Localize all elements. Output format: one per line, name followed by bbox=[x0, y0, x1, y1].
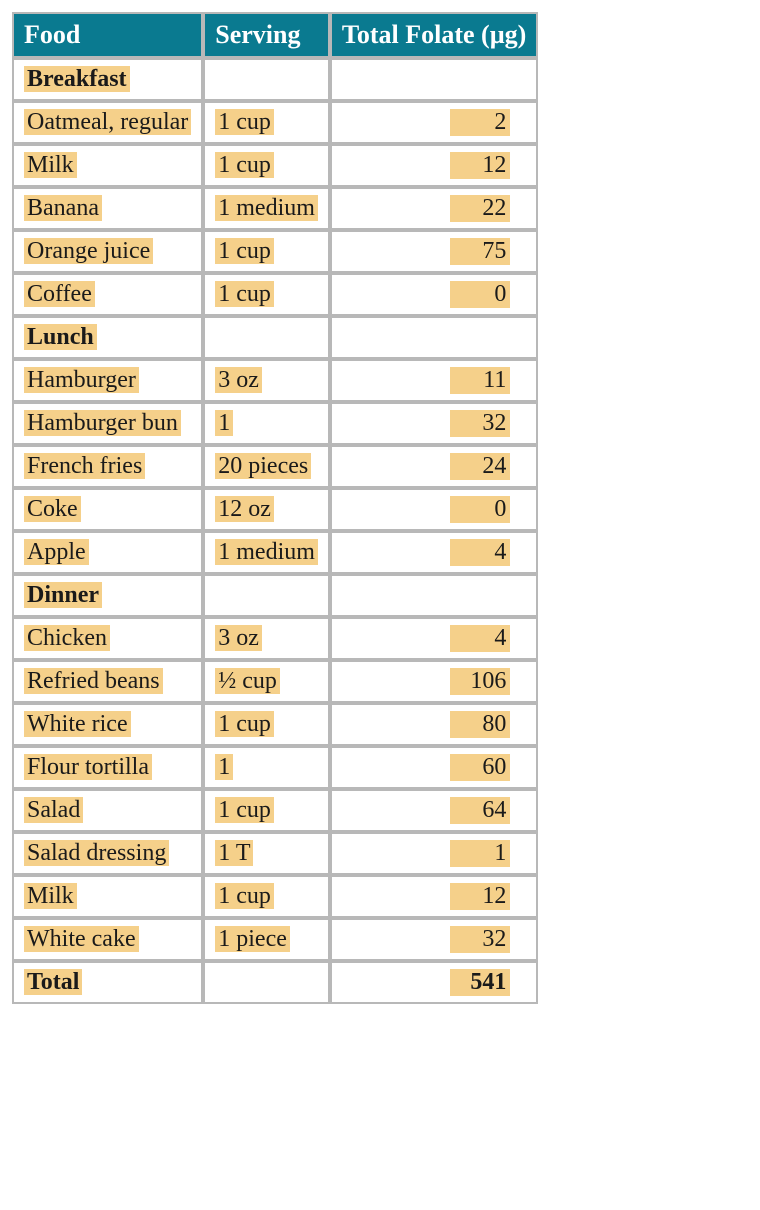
cell-folate: 24 bbox=[330, 445, 538, 488]
cell-serving: 1 medium bbox=[203, 531, 330, 574]
cell-food: Oatmeal, regular bbox=[12, 101, 203, 144]
cell-folate: 75 bbox=[330, 230, 538, 273]
table-row: Hamburger3 oz11 bbox=[12, 359, 538, 402]
cell-serving: 1 cup bbox=[203, 789, 330, 832]
cell-serving: 1 cup bbox=[203, 875, 330, 918]
col-food: Food bbox=[12, 12, 203, 58]
cell-serving: 1 cup bbox=[203, 230, 330, 273]
cell-serving bbox=[203, 574, 330, 617]
cell-serving: 20 pieces bbox=[203, 445, 330, 488]
cell-serving: 3 oz bbox=[203, 359, 330, 402]
cell-folate: 80 bbox=[330, 703, 538, 746]
cell-folate: 12 bbox=[330, 875, 538, 918]
cell-food: Orange juice bbox=[12, 230, 203, 273]
cell-folate: 60 bbox=[330, 746, 538, 789]
cell-folate: 4 bbox=[330, 531, 538, 574]
cell-folate: 32 bbox=[330, 918, 538, 961]
cell-folate: 2 bbox=[330, 101, 538, 144]
cell-folate: 22 bbox=[330, 187, 538, 230]
cell-food: White cake bbox=[12, 918, 203, 961]
table-row: White cake1 piece32 bbox=[12, 918, 538, 961]
table-row: Breakfast bbox=[12, 58, 538, 101]
table-row: Banana1 medium22 bbox=[12, 187, 538, 230]
cell-folate: 32 bbox=[330, 402, 538, 445]
table-row: Apple1 medium4 bbox=[12, 531, 538, 574]
cell-folate: 4 bbox=[330, 617, 538, 660]
cell-folate: 1 bbox=[330, 832, 538, 875]
cell-serving: ½ cup bbox=[203, 660, 330, 703]
cell-serving: 3 oz bbox=[203, 617, 330, 660]
table-row: Oatmeal, regular1 cup2 bbox=[12, 101, 538, 144]
cell-food: Flour tortilla bbox=[12, 746, 203, 789]
table-row: Salad dressing1 T1 bbox=[12, 832, 538, 875]
cell-folate: 0 bbox=[330, 488, 538, 531]
cell-serving: 1 bbox=[203, 746, 330, 789]
cell-serving: 1 bbox=[203, 402, 330, 445]
table-row: Coffee1 cup0 bbox=[12, 273, 538, 316]
table-header-row: Food Serving Total Folate (µg) bbox=[12, 12, 538, 58]
cell-food: White rice bbox=[12, 703, 203, 746]
table-row: Refried beans½ cup106 bbox=[12, 660, 538, 703]
table-row: Hamburger bun132 bbox=[12, 402, 538, 445]
col-folate: Total Folate (µg) bbox=[330, 12, 538, 58]
cell-food: Total bbox=[12, 961, 203, 1004]
cell-folate: 12 bbox=[330, 144, 538, 187]
cell-folate bbox=[330, 316, 538, 359]
cell-folate bbox=[330, 574, 538, 617]
cell-food: French fries bbox=[12, 445, 203, 488]
table-row: Dinner bbox=[12, 574, 538, 617]
cell-food: Milk bbox=[12, 144, 203, 187]
table-row: Flour tortilla160 bbox=[12, 746, 538, 789]
cell-folate bbox=[330, 58, 538, 101]
cell-serving: 1 cup bbox=[203, 101, 330, 144]
cell-serving: 1 medium bbox=[203, 187, 330, 230]
cell-food: Hamburger bun bbox=[12, 402, 203, 445]
cell-folate: 106 bbox=[330, 660, 538, 703]
cell-food: Coffee bbox=[12, 273, 203, 316]
cell-serving bbox=[203, 961, 330, 1004]
table-row: Total 541 bbox=[12, 961, 538, 1004]
table-row: White rice1 cup80 bbox=[12, 703, 538, 746]
table-row: Orange juice1 cup75 bbox=[12, 230, 538, 273]
table-row: Milk1 cup12 bbox=[12, 875, 538, 918]
cell-food: Lunch bbox=[12, 316, 203, 359]
cell-food: Salad dressing bbox=[12, 832, 203, 875]
cell-serving bbox=[203, 316, 330, 359]
folate-table: Food Serving Total Folate (µg) Breakfast… bbox=[12, 12, 538, 1004]
cell-folate: 64 bbox=[330, 789, 538, 832]
table-row: Lunch bbox=[12, 316, 538, 359]
cell-folate: 11 bbox=[330, 359, 538, 402]
cell-serving: 1 cup bbox=[203, 144, 330, 187]
cell-food: Coke bbox=[12, 488, 203, 531]
cell-serving: 1 T bbox=[203, 832, 330, 875]
cell-food: Chicken bbox=[12, 617, 203, 660]
cell-serving bbox=[203, 58, 330, 101]
cell-food: Milk bbox=[12, 875, 203, 918]
table-row: Coke12 oz0 bbox=[12, 488, 538, 531]
cell-food: Apple bbox=[12, 531, 203, 574]
cell-food: Breakfast bbox=[12, 58, 203, 101]
cell-serving: 1 cup bbox=[203, 273, 330, 316]
cell-food: Hamburger bbox=[12, 359, 203, 402]
cell-food: Salad bbox=[12, 789, 203, 832]
table-row: Salad1 cup64 bbox=[12, 789, 538, 832]
table-row: French fries20 pieces24 bbox=[12, 445, 538, 488]
cell-food: Dinner bbox=[12, 574, 203, 617]
table-row: Chicken3 oz4 bbox=[12, 617, 538, 660]
cell-serving: 1 piece bbox=[203, 918, 330, 961]
cell-folate: 0 bbox=[330, 273, 538, 316]
cell-serving: 12 oz bbox=[203, 488, 330, 531]
col-serving: Serving bbox=[203, 12, 330, 58]
cell-serving: 1 cup bbox=[203, 703, 330, 746]
cell-food: Banana bbox=[12, 187, 203, 230]
cell-folate: 541 bbox=[330, 961, 538, 1004]
cell-food: Refried beans bbox=[12, 660, 203, 703]
table-row: Milk1 cup12 bbox=[12, 144, 538, 187]
